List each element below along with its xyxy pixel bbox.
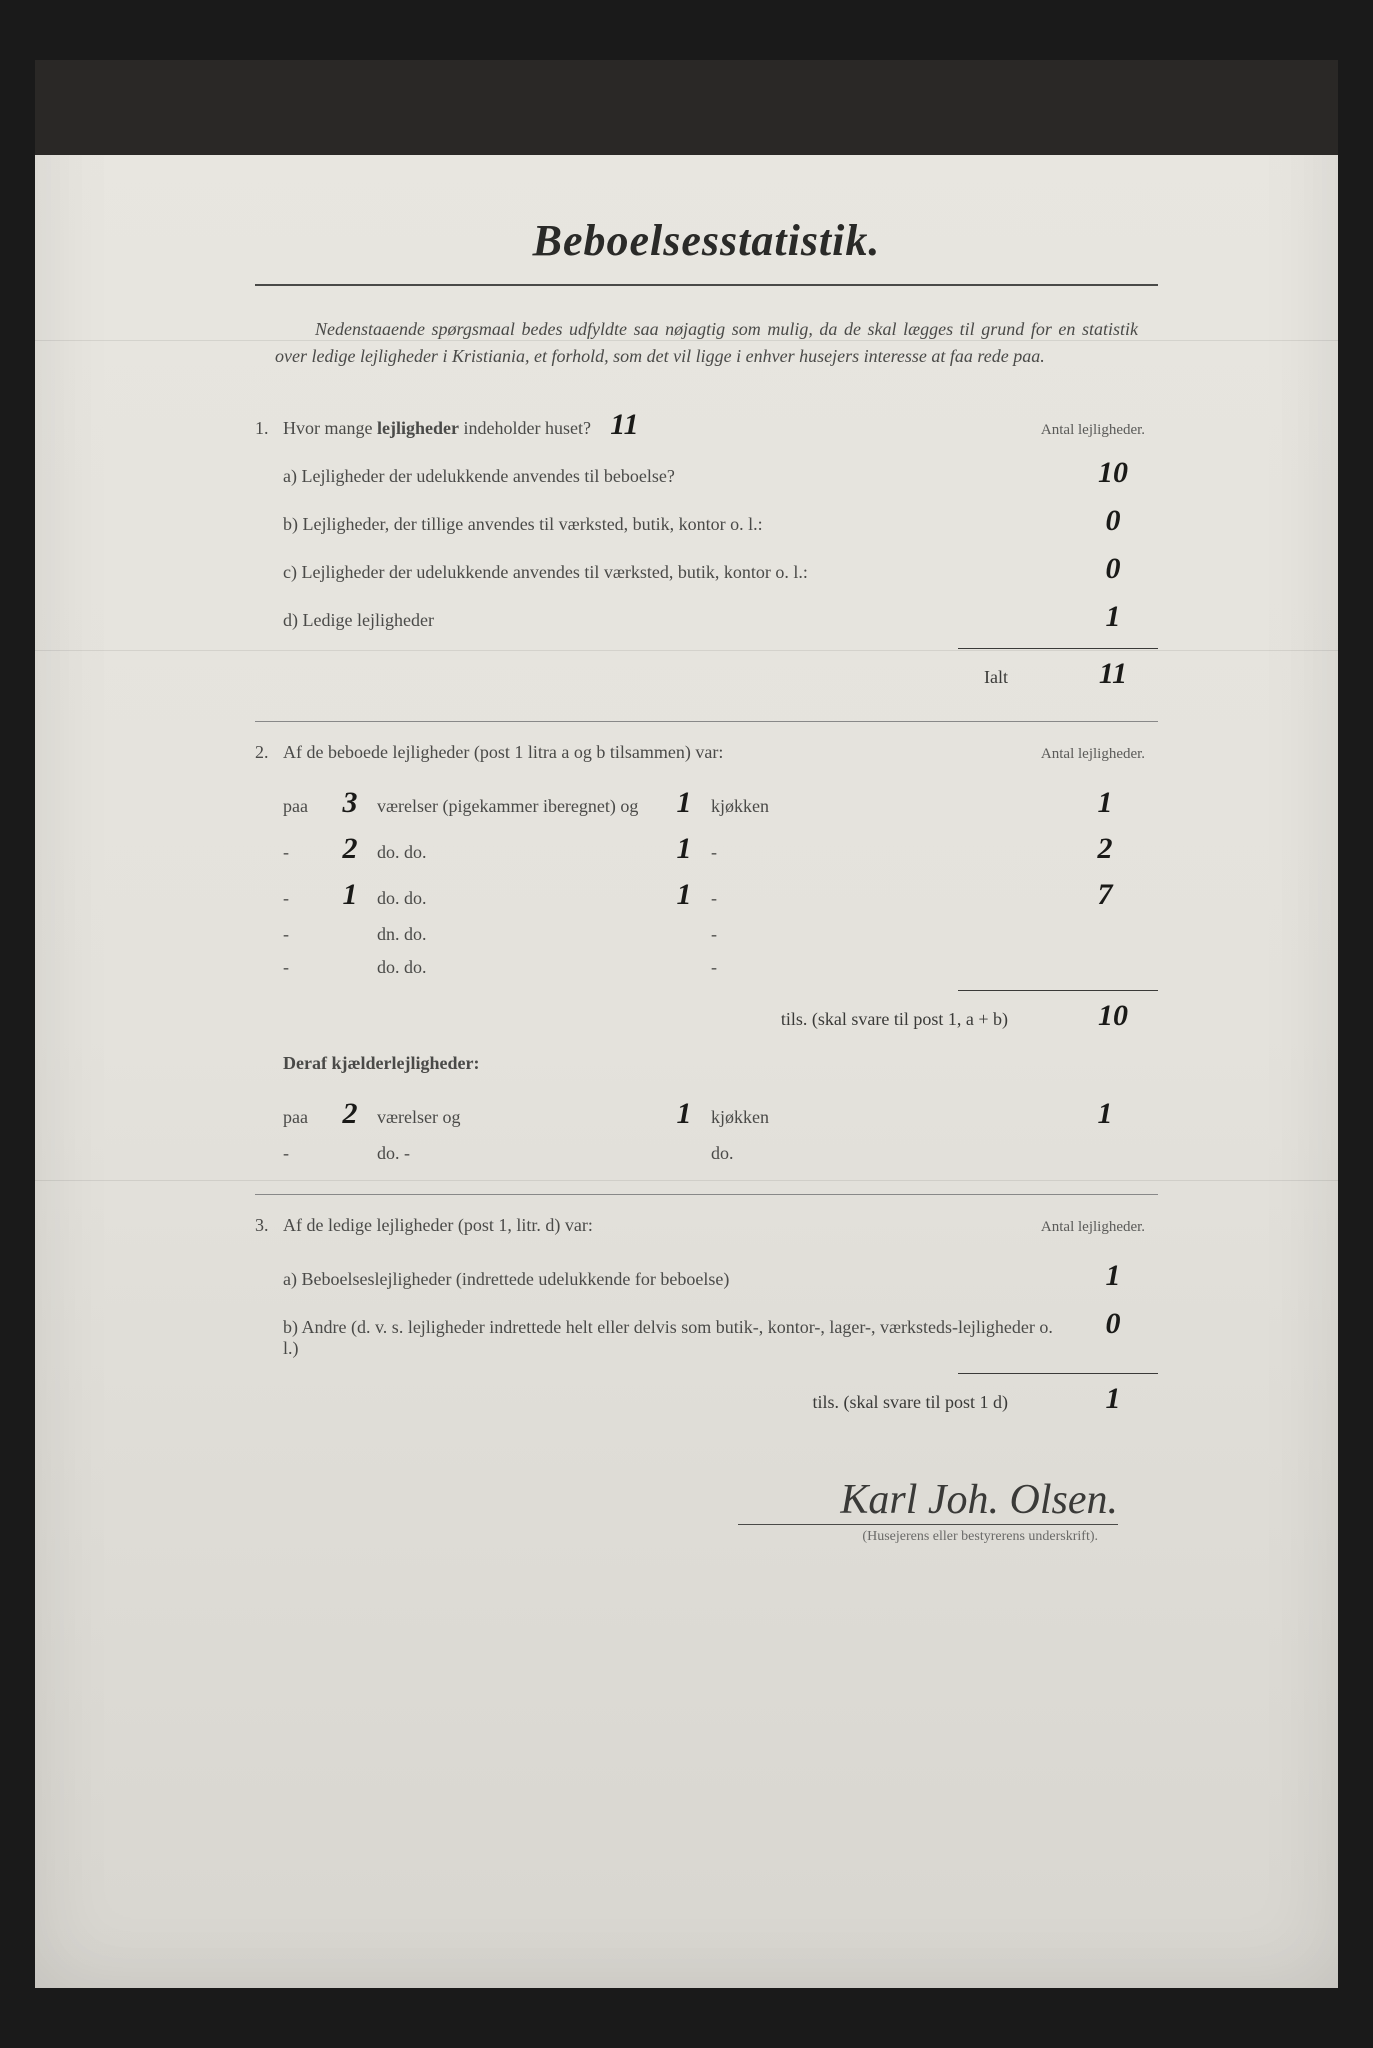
row-mid2: kjøkken	[711, 796, 791, 817]
q2-basement-header: Deraf kjælderlejligheder:	[255, 1053, 1158, 1083]
row-mid2: -	[711, 888, 791, 909]
signature-rule	[738, 1524, 1118, 1525]
row-kitchens: 1	[665, 786, 703, 820]
signature: Karl Joh. Olsen.	[255, 1476, 1118, 1524]
signature-caption: (Husejerens eller bestyrerens underskrif…	[255, 1529, 1098, 1545]
row-mid1: værelser (pigekammer iberegnet) og	[377, 796, 657, 817]
document-page: Beboelsesstatistik. Nedenstaaende spørgs…	[35, 60, 1338, 1988]
q3-tils-label: tils. (skal svare til post 1 d)	[813, 1392, 1008, 1413]
row-mid2: do.	[711, 1143, 791, 1164]
row-mid2: -	[711, 924, 791, 945]
intro-text: Nedenstaaende spørgsmaal bedes udfyldte …	[275, 316, 1138, 370]
q1a-value: 10	[1068, 456, 1158, 490]
q1-sum-rule	[958, 648, 1158, 649]
row-kitchens: 1	[665, 1097, 703, 1131]
row-kitchens: 1	[665, 878, 703, 912]
row-prefix: paa	[283, 1107, 323, 1128]
q2-number: 2.	[255, 742, 283, 763]
q1b-label: b) Lejligheder, der tillige anvendes til…	[283, 514, 1068, 535]
q1c-value: 0	[1068, 552, 1158, 586]
row-mid2: -	[711, 842, 791, 863]
q3-text: Af de ledige lejligheder (post 1, litr. …	[283, 1215, 1028, 1236]
room-row: paa 2 værelser og 1 kjøkken 1	[255, 1097, 1158, 1131]
q2-rows: paa3værelser (pigekammer iberegnet) og1k…	[255, 786, 1158, 978]
row-count: 7	[1060, 878, 1150, 912]
row-mid1: do. do.	[377, 888, 657, 909]
row-prefix: -	[283, 1143, 323, 1164]
room-row: -1do. do.1-7	[255, 878, 1158, 912]
row-rooms: 3	[331, 786, 369, 820]
q2-text: Af de beboede lejligheder (post 1 litra …	[283, 742, 1028, 763]
q2-tils-label: tils. (skal svare til post 1, a + b)	[781, 1009, 1008, 1030]
section-divider	[255, 1194, 1158, 1195]
row-prefix: -	[283, 842, 323, 863]
q1c-label: c) Lejligheder der udelukkende anvendes …	[283, 562, 1068, 583]
room-row: paa3værelser (pigekammer iberegnet) og1k…	[255, 786, 1158, 820]
row-prefix: paa	[283, 796, 323, 817]
row-mid1: do. -	[377, 1143, 657, 1164]
row-prefix: -	[283, 888, 323, 909]
q1-text: Hvor mange lejligheder indeholder huset?…	[283, 408, 1028, 442]
q1-sum-label: Ialt	[984, 667, 1008, 688]
title-rule	[255, 284, 1158, 286]
row-rooms: 2	[331, 832, 369, 866]
form-content: Beboelsesstatistik. Nedenstaaende spørgs…	[35, 155, 1338, 1988]
row-count: 1	[1060, 1097, 1150, 1131]
q3b-value: 0	[1068, 1307, 1158, 1341]
row-prefix: -	[283, 957, 323, 978]
row-rooms: 1	[331, 878, 369, 912]
row-mid1: do. do.	[377, 957, 657, 978]
q3-tils-value: 1	[1068, 1382, 1158, 1416]
form-title: Beboelsesstatistik.	[255, 215, 1158, 266]
q2-tils-value: 10	[1068, 999, 1158, 1033]
row-kitchens: 1	[665, 832, 703, 866]
row-rooms: 2	[331, 1097, 369, 1131]
q1d-value: 1	[1068, 600, 1158, 634]
room-row: -2do. do.1-2	[255, 832, 1158, 866]
row-mid2: -	[711, 957, 791, 978]
row-mid1: dn. do.	[377, 924, 657, 945]
q2-sum-rule	[958, 990, 1158, 991]
q3-sum-rule	[958, 1373, 1158, 1374]
q3a-label: a) Beboelseslejligheder (indrettede udel…	[283, 1269, 1068, 1290]
room-row: - do. - do.	[255, 1143, 1158, 1164]
question-2: 2. Af de beboede lejligheder (post 1 lit…	[255, 742, 1158, 1164]
q1-sum-value: 11	[1068, 657, 1158, 691]
q2-basement-rows: paa 2 værelser og 1 kjøkken 1 - do. - do.	[255, 1097, 1158, 1164]
row-mid1: værelser og	[377, 1107, 657, 1128]
q1-col-header: Antal lejligheder.	[1028, 422, 1158, 439]
row-count: 2	[1060, 832, 1150, 866]
scan-dark-bar	[35, 60, 1338, 155]
q1a-label: a) Lejligheder der udelukkende anvendes …	[283, 466, 1068, 487]
q2-col-header: Antal lejligheder.	[1028, 746, 1158, 763]
question-1: 1. Hvor mange lejligheder indeholder hus…	[255, 408, 1158, 691]
row-count: 1	[1060, 786, 1150, 820]
q3b-label: b) Andre (d. v. s. lejligheder indretted…	[283, 1317, 1068, 1359]
q1-value: 11	[604, 408, 644, 442]
room-row: - do. do. -	[255, 957, 1158, 978]
row-mid1: do. do.	[377, 842, 657, 863]
q3-number: 3.	[255, 1215, 283, 1236]
q1-number: 1.	[255, 418, 283, 439]
row-mid2: kjøkken	[711, 1107, 791, 1128]
room-row: - dn. do. -	[255, 924, 1158, 945]
section-divider	[255, 721, 1158, 722]
q1b-value: 0	[1068, 504, 1158, 538]
question-3: 3. Af de ledige lejligheder (post 1, lit…	[255, 1215, 1158, 1416]
q3-col-header: Antal lejligheder.	[1028, 1219, 1158, 1236]
q3a-value: 1	[1068, 1259, 1158, 1293]
q1d-label: d) Ledige lejligheder	[283, 610, 1068, 631]
row-prefix: -	[283, 924, 323, 945]
